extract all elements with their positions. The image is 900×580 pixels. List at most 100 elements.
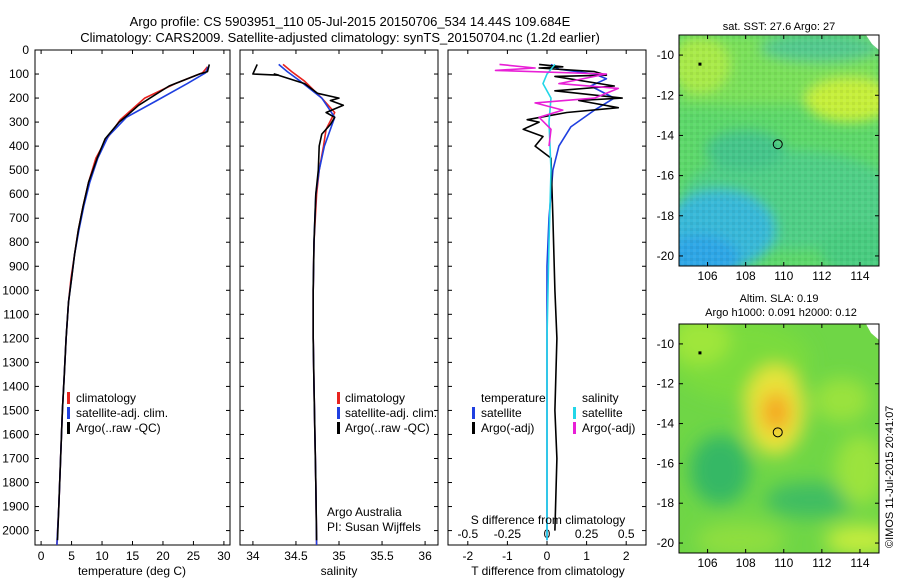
- sst-map-frame: [678, 34, 880, 267]
- x-tick-label: 25: [187, 549, 201, 563]
- x-tick-label: -2: [462, 549, 473, 563]
- top-tick-label: -0.25: [494, 527, 522, 541]
- sst-map-title: sat. SST: 27.6 Argo: 27: [723, 21, 836, 33]
- x-tick-label: 15: [126, 549, 140, 563]
- map-y-tick-label: -20: [657, 249, 675, 263]
- map-y-tick-label: -16: [657, 169, 675, 183]
- top-tick-label: 0.25: [575, 527, 599, 541]
- y-tick-label: 400: [9, 139, 29, 153]
- sst-map-panel: sat. SST: 27.6 Argo: 27 106 108 110 112 114 -…: [657, 21, 880, 283]
- x-tick-label: 1: [583, 549, 590, 563]
- map-x-tick-label: 110: [774, 269, 793, 283]
- legend-label-climatology: climatology: [76, 391, 136, 405]
- sst-heatmap-field: [679, 35, 879, 266]
- difference-legend: temperature satellite Argo(-adj) salinit…: [472, 391, 635, 435]
- annotation-pi: PI: Susan Wijffels: [327, 520, 421, 534]
- legend-swatch-t-argo: [472, 422, 475, 434]
- x-tick-label: 10: [95, 549, 109, 563]
- legend-swatch-s-argo: [573, 422, 576, 434]
- map-x-tick-label: 112: [812, 556, 831, 570]
- y-tick-label: 1700: [2, 451, 29, 465]
- difference-panel: -2 -1 0 1 2 -0.5 -0.25 0 0.25 0.5 S difference f…: [447, 49, 647, 578]
- map-x-tick-label: 114: [850, 269, 869, 283]
- series-line-salinity-argo-adj-: [494, 63, 620, 147]
- y-tick-label: 700: [9, 211, 29, 225]
- y-tick-label: 1500: [2, 403, 29, 417]
- y-tick-label: 300: [9, 115, 29, 129]
- y-tick-label: 1200: [2, 331, 29, 345]
- y-tick-label: 1600: [2, 427, 29, 441]
- legend-label-t-satellite: satellite: [481, 406, 522, 420]
- y-tick-label: 600: [9, 187, 29, 201]
- legend-label-satellite-adj: satellite-adj. clim.: [76, 406, 168, 420]
- y-tick-label: 100: [9, 67, 29, 81]
- salinity-panel: 34 34.5 35 35.5 36 salinity climatology sate…: [239, 49, 439, 578]
- map-y-tick-label: -14: [657, 417, 675, 431]
- map-x-tick-label: 112: [812, 269, 831, 283]
- map-x-tick-label: 108: [736, 269, 756, 283]
- sla-map-title: Altim. SLA: 0.19: [740, 293, 819, 305]
- sla-land-mask: [866, 324, 879, 340]
- y-tick-label: 1800: [2, 476, 29, 490]
- difference-top-label: S difference from climatology: [471, 513, 626, 527]
- x-tick-label: 0: [544, 549, 551, 563]
- legend-title-temperature: temperature: [481, 391, 546, 405]
- map-y-tick-label: -16: [657, 456, 675, 470]
- top-tick-label: -0.5: [457, 527, 478, 541]
- x-tick-label: 36: [418, 549, 432, 563]
- y-tick-label: 1900: [2, 500, 29, 514]
- map-x-tick-label: 108: [736, 556, 756, 570]
- legend-label-argo: Argo(..raw -QC): [76, 421, 161, 435]
- series-line-argo-raw-qc-: [56, 64, 211, 541]
- series-line-temperature-argo-adj-: [522, 63, 624, 531]
- difference-x-label: T difference from climatology: [471, 564, 625, 578]
- legend-label-s-argo: Argo(-adj): [582, 421, 635, 435]
- top-tick-label: 0.5: [618, 527, 635, 541]
- legend-label-climatology: climatology: [345, 391, 405, 405]
- argo-location-marker: [772, 427, 783, 438]
- map-y-tick-label: -14: [657, 128, 675, 142]
- sla-heatmap-field: [679, 324, 879, 553]
- map-y-tick-label: -18: [657, 209, 675, 223]
- temperature-legend: climatology satellite-adj. clim. Argo(..…: [67, 391, 168, 435]
- legend-swatch-argo: [67, 422, 70, 434]
- map-y-tick-label: -12: [657, 377, 675, 391]
- annotation-argo-australia: Argo Australia: [327, 505, 402, 519]
- series-line-satellite-adj-clim-: [56, 66, 209, 546]
- temperature-panel: 0100200300400500600700800900100011001200…: [2, 43, 231, 578]
- y-tick-label: 1400: [2, 379, 29, 393]
- salinity-plot-frame: [239, 49, 439, 546]
- series-line-satellite-adj-clim-: [278, 63, 336, 546]
- legend-swatch-t-satellite: [472, 407, 475, 419]
- sst-land-mask: [866, 35, 879, 50]
- map-x-tick-label: 106: [698, 269, 718, 283]
- temperature-x-label: temperature (deg C): [78, 564, 186, 578]
- legend-swatch-satellite-adj: [67, 407, 70, 419]
- argo-location-marker: [772, 139, 783, 150]
- sla-map-frame: [678, 323, 880, 554]
- sla-map-panel: Altim. SLA: 0.19 Argo h1000: 0.091 h2000…: [657, 293, 880, 570]
- island-marker: [698, 62, 702, 66]
- y-tick-label: 800: [9, 235, 29, 249]
- temperature-plot-frame: [34, 49, 231, 546]
- figure-title-line2: Climatology: CARS2009. Satellite-adjuste…: [80, 30, 600, 45]
- figure-title-line1: Argo profile: CS 5903951_110 05-Jul-2015…: [130, 14, 571, 29]
- x-tick-label: 34: [246, 549, 260, 563]
- y-tick-label: 1300: [2, 355, 29, 369]
- y-tick-label: 1000: [2, 283, 29, 297]
- y-tick-label: 500: [9, 163, 29, 177]
- x-tick-label: 0: [38, 549, 45, 563]
- salinity-legend: climatology satellite-adj. clim. Argo(..…: [337, 391, 437, 435]
- x-tick-label: 30: [217, 549, 231, 563]
- map-y-tick-label: -12: [657, 88, 675, 102]
- legend-swatch-s-satellite: [573, 407, 576, 419]
- y-tick-label: 200: [9, 91, 29, 105]
- series-line-salinity-satellite: [542, 63, 556, 541]
- map-x-tick-label: 114: [850, 556, 869, 570]
- map-y-tick-label: -10: [657, 337, 675, 351]
- legend-label-t-argo: Argo(-adj): [481, 421, 534, 435]
- y-tick-label: 2000: [2, 524, 29, 538]
- sla-map-subtitle: Argo h1000: 0.091 h2000: 0.12: [705, 307, 857, 319]
- x-tick-label: 35: [332, 549, 346, 563]
